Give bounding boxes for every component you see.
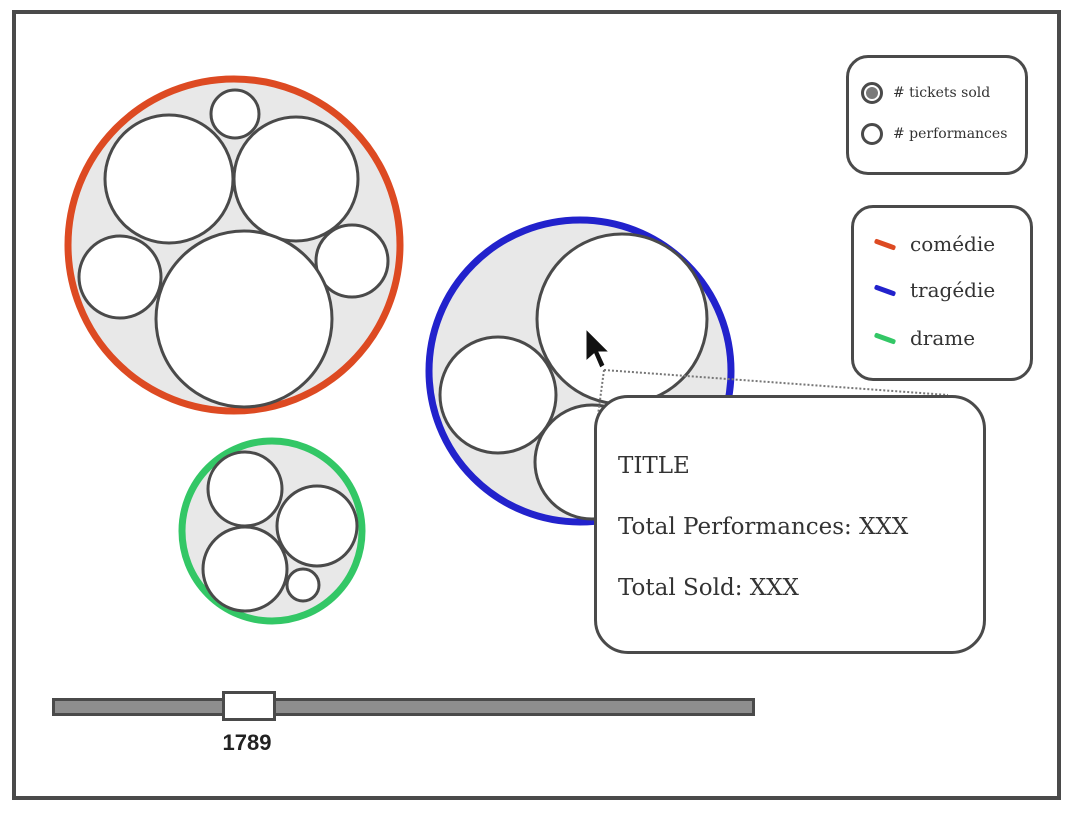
- genre-legend: comédie tragédie drame: [851, 205, 1033, 381]
- performances-icon: [861, 123, 883, 145]
- year-slider-handle[interactable]: [222, 691, 276, 721]
- legend-item-drame[interactable]: drame: [873, 326, 976, 350]
- bubble[interactable]: [232, 115, 360, 243]
- cluster-drame[interactable]: [178, 437, 366, 625]
- legend-label-performances: # performances: [893, 126, 1008, 142]
- bubble[interactable]: [535, 232, 709, 406]
- bubble[interactable]: [275, 484, 359, 568]
- bubble[interactable]: [103, 113, 235, 245]
- tooltip: TITLE Total Performances: XXX Total Sold…: [594, 395, 986, 654]
- year-slider-track[interactable]: [52, 698, 755, 716]
- comedie-line-icon: [873, 237, 897, 251]
- year-slider-label: 1789: [222, 730, 272, 755]
- bubble[interactable]: [206, 450, 284, 528]
- bubble[interactable]: [154, 229, 334, 409]
- drame-line-icon: [873, 331, 897, 345]
- legend-item-tragedie[interactable]: tragédie: [873, 278, 996, 302]
- tragedie-line-icon: [873, 283, 897, 297]
- tooltip-sold: Total Sold: XXX: [618, 575, 799, 601]
- bubble[interactable]: [285, 567, 321, 603]
- legend-item-performances: # performances: [861, 123, 1007, 145]
- bubble[interactable]: [314, 223, 390, 299]
- cluster-comedie[interactable]: [64, 75, 404, 415]
- legend-item-tickets: # tickets sold: [861, 82, 990, 104]
- size-legend: # tickets sold # performances: [846, 55, 1028, 175]
- cursor-arrow-icon: [585, 327, 611, 369]
- legend-label-tickets: # tickets sold: [893, 85, 991, 101]
- bubble[interactable]: [438, 335, 558, 455]
- bubble[interactable]: [209, 88, 261, 140]
- bubble[interactable]: [77, 234, 163, 320]
- tooltip-performances: Total Performances: XXX: [618, 514, 909, 540]
- bubble[interactable]: [201, 525, 289, 613]
- legend-label-comedie: comédie: [910, 232, 996, 256]
- tooltip-connector: [595, 369, 949, 431]
- tooltip-title: TITLE: [618, 453, 690, 479]
- tickets-sold-icon: [861, 82, 883, 104]
- legend-label-drame: drame: [910, 326, 976, 350]
- legend-item-comedie[interactable]: comédie: [873, 232, 996, 256]
- legend-label-tragedie: tragédie: [910, 278, 996, 302]
